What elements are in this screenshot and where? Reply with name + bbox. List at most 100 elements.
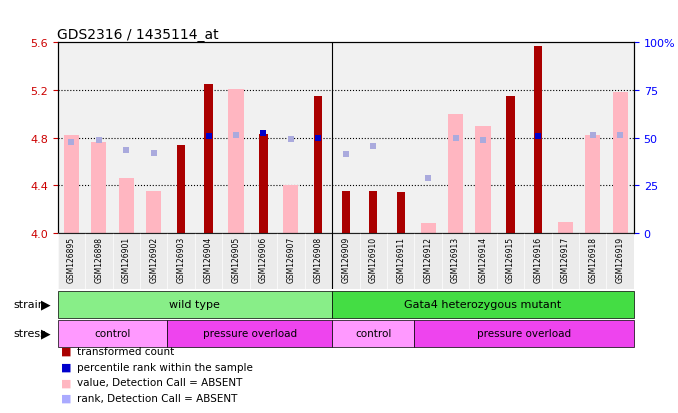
Bar [304, 233, 332, 289]
Bar [558, 223, 573, 233]
Bar [475, 126, 491, 233]
Text: GSM126911: GSM126911 [396, 236, 405, 282]
Bar [607, 43, 634, 233]
Text: GSM126905: GSM126905 [231, 236, 241, 282]
Text: GSM126909: GSM126909 [341, 236, 351, 282]
Text: ▶: ▶ [41, 327, 50, 340]
Text: percentile rank within the sample: percentile rank within the sample [77, 362, 252, 372]
Bar [552, 43, 579, 233]
Text: Gata4 heterozygous mutant: Gata4 heterozygous mutant [404, 299, 561, 310]
Bar [469, 233, 497, 289]
Bar [228, 90, 243, 233]
Bar [167, 43, 195, 233]
Text: GSM126898: GSM126898 [94, 236, 103, 282]
Bar [85, 43, 113, 233]
Bar [58, 43, 85, 233]
Bar [613, 93, 628, 233]
Bar [92, 143, 106, 233]
Bar [585, 136, 600, 233]
Bar [397, 193, 405, 233]
Bar [414, 43, 442, 233]
Bar [250, 43, 277, 233]
Bar [552, 233, 579, 289]
Bar [195, 43, 222, 233]
Text: GSM126918: GSM126918 [589, 236, 597, 282]
Bar [332, 320, 414, 347]
Bar [497, 233, 524, 289]
Bar [222, 233, 250, 289]
Text: strain: strain [14, 299, 45, 310]
Text: GSM126917: GSM126917 [561, 236, 570, 282]
Bar [524, 233, 552, 289]
Bar [387, 43, 414, 233]
Bar [579, 233, 607, 289]
Bar [369, 192, 378, 233]
Bar [58, 291, 332, 318]
Text: ■: ■ [61, 377, 71, 387]
Bar [332, 291, 634, 318]
Text: GSM126906: GSM126906 [259, 236, 268, 282]
Bar [222, 43, 250, 233]
Bar [140, 43, 167, 233]
Bar [524, 43, 552, 233]
Text: ■: ■ [61, 346, 71, 356]
Text: GSM126916: GSM126916 [534, 236, 542, 282]
Text: rank, Detection Call = ABSENT: rank, Detection Call = ABSENT [77, 393, 237, 403]
Text: GSM126907: GSM126907 [286, 236, 296, 282]
Bar [607, 233, 634, 289]
Text: wild type: wild type [170, 299, 220, 310]
Bar [332, 233, 359, 289]
Bar [140, 233, 167, 289]
Text: GSM126915: GSM126915 [506, 236, 515, 282]
Bar [359, 43, 387, 233]
Bar [259, 135, 268, 233]
Bar [342, 192, 350, 233]
Bar [205, 85, 213, 233]
Bar [146, 192, 161, 233]
Bar [167, 320, 332, 347]
Bar [332, 43, 359, 233]
Text: GSM126912: GSM126912 [424, 236, 433, 282]
Bar [58, 320, 167, 347]
Text: GSM126914: GSM126914 [479, 236, 487, 282]
Bar [167, 233, 195, 289]
Bar [448, 114, 463, 233]
Bar [359, 233, 387, 289]
Bar [442, 43, 469, 233]
Bar [277, 233, 304, 289]
Text: pressure overload: pressure overload [477, 328, 572, 339]
Bar [85, 233, 113, 289]
Text: stress: stress [14, 328, 46, 339]
Bar [64, 136, 79, 233]
Text: GSM126903: GSM126903 [177, 236, 186, 282]
Text: control: control [355, 328, 391, 339]
Bar [469, 43, 497, 233]
Text: GSM126901: GSM126901 [122, 236, 131, 282]
Bar [113, 233, 140, 289]
Bar [442, 233, 469, 289]
Text: GSM126913: GSM126913 [451, 236, 460, 282]
Bar [177, 145, 185, 233]
Text: GSM126919: GSM126919 [616, 236, 624, 282]
Bar [304, 43, 332, 233]
Bar [195, 233, 222, 289]
Text: GSM126904: GSM126904 [204, 236, 213, 282]
Text: ■: ■ [61, 393, 71, 403]
Bar [113, 43, 140, 233]
Bar [283, 186, 298, 233]
Bar [58, 233, 85, 289]
Bar [250, 233, 277, 289]
Text: GSM126908: GSM126908 [314, 236, 323, 282]
Bar [420, 224, 436, 233]
Bar [497, 43, 524, 233]
Bar [414, 320, 634, 347]
Bar [314, 97, 323, 233]
Bar [534, 47, 542, 233]
Text: value, Detection Call = ABSENT: value, Detection Call = ABSENT [77, 377, 242, 387]
Text: ■: ■ [61, 362, 71, 372]
Text: transformed count: transformed count [77, 346, 174, 356]
Text: pressure overload: pressure overload [203, 328, 297, 339]
Bar [387, 233, 414, 289]
Bar [579, 43, 607, 233]
Text: GSM126910: GSM126910 [369, 236, 378, 282]
